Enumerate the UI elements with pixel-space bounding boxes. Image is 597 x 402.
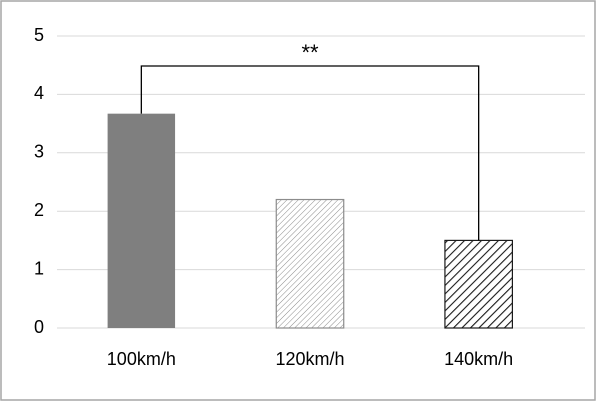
x-tick-label: 120km/h (275, 349, 344, 369)
y-tick-label: 4 (34, 83, 44, 103)
y-tick-label: 5 (34, 25, 44, 45)
significance-bracket (140, 65, 480, 241)
y-tick-label: 2 (34, 200, 44, 220)
annotation: ** (301, 40, 319, 65)
y-tick-label: 0 (34, 317, 44, 337)
y-tick-label: 3 (34, 142, 44, 162)
x-tick-label: 100km/h (107, 349, 176, 369)
x-tick-label: 140km/h (444, 349, 513, 369)
bar (107, 113, 176, 328)
y-tick-label: 1 (34, 258, 44, 278)
bar (444, 239, 513, 329)
bar (275, 198, 345, 329)
